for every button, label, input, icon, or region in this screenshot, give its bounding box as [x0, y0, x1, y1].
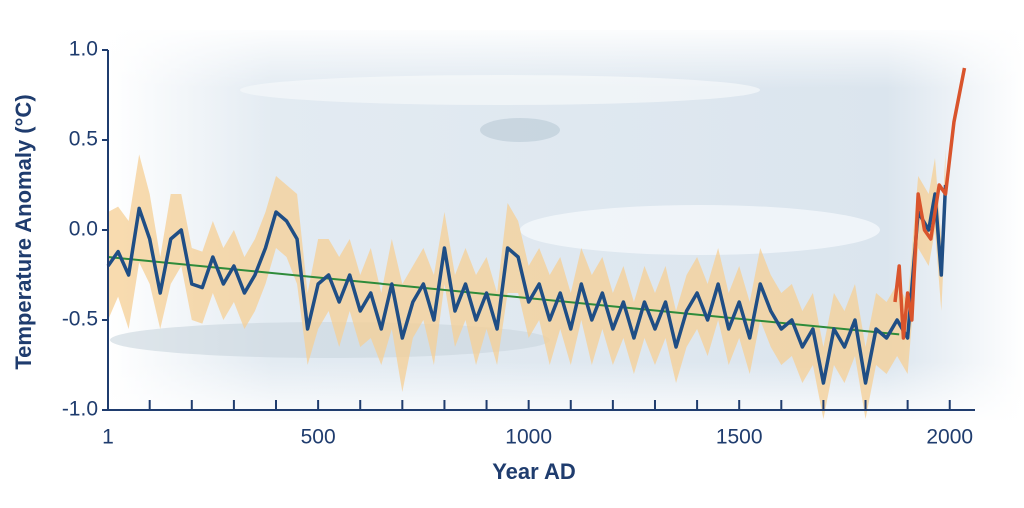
y-tick-label: -0.5: [62, 308, 98, 331]
x-tick-label: 2000: [926, 426, 973, 449]
x-tick-label: 500: [301, 426, 336, 449]
y-tick-label: 0.5: [69, 128, 98, 151]
y-tick-label: 0.0: [69, 218, 98, 241]
data-line: [106, 184, 948, 385]
y-tick-label: 1.0: [69, 38, 98, 61]
uncertainty-band: [108, 149, 946, 419]
y-axis-title: Temperature Anomaly (°C): [11, 94, 36, 369]
x-tick-label: 1000: [505, 426, 552, 449]
x-tick-label: 1500: [716, 426, 763, 449]
y-tick-label: -1.0: [62, 398, 98, 421]
x-axis-title: Year AD: [492, 459, 576, 484]
data-line: [893, 67, 967, 340]
x-tick-label: 1: [102, 426, 114, 449]
trend-line: [107, 256, 900, 336]
